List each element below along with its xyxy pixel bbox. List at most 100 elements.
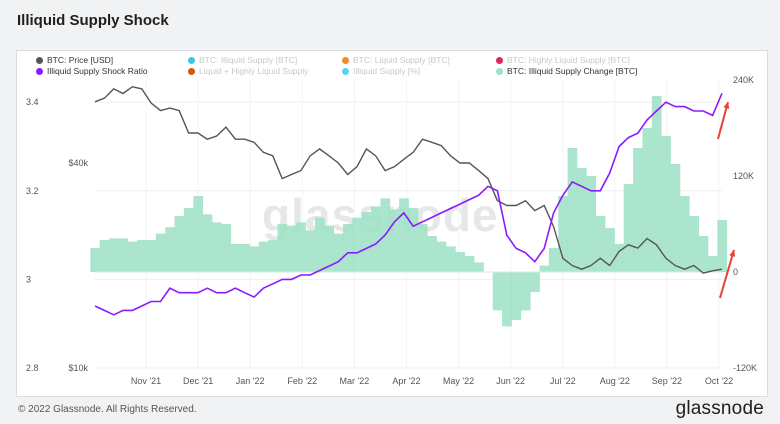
legend-item-supply-change[interactable]: BTC: Illiquid Supply Change [BTC] [496, 66, 637, 76]
legend-item-illiquid-pct[interactable]: Illiquid Supply [%] [342, 66, 420, 76]
legend-dot-supply-change [496, 67, 503, 75]
supply-change-bar [361, 212, 372, 272]
supply-change-bar [137, 240, 147, 272]
supply-change-bar [474, 262, 484, 272]
legend-dot-shock-ratio [36, 67, 43, 75]
x-axis-tick-label: Apr '22 [392, 376, 420, 386]
left-axis-tick-label: 2.8 [26, 363, 39, 373]
legend-label-illiquid-pct: Illiquid Supply [%] [353, 66, 421, 76]
supply-change-bar [614, 244, 625, 272]
x-axis-tick-label: Jul '22 [550, 376, 576, 386]
supply-change-bar [586, 176, 597, 272]
supply-change-bar [202, 214, 213, 272]
x-axis-tick-label: Jan '22 [236, 376, 265, 386]
supply-change-bar [445, 246, 456, 272]
supply-change-bar [155, 233, 166, 272]
supply-change-bar [623, 184, 634, 272]
supply-change-bar [576, 168, 587, 272]
supply-change-bar [127, 241, 138, 272]
x-axis-tick-label: Mar '22 [339, 376, 369, 386]
supply-change-bar [249, 246, 260, 272]
supply-change-bar [417, 224, 428, 272]
right-axis-tick-label: 0 [733, 267, 738, 277]
legend-item-liquid-plus-highly[interactable]: Liquid + Highly Liquid Supply [188, 66, 308, 76]
legend-dot-liquid-plus-highly [188, 67, 195, 75]
supply-change-bar [324, 225, 335, 272]
supply-change-bar [342, 224, 353, 272]
supply-change-bar [633, 148, 643, 272]
left-axis-tick-label: 3.4 [26, 97, 39, 107]
supply-change-bar [511, 272, 522, 320]
x-axis-tick-label: Nov '21 [131, 376, 161, 386]
supply-change-bar [642, 128, 653, 272]
supply-change-bar [464, 256, 475, 272]
supply-change-bar [305, 230, 316, 272]
legend-item-price[interactable]: BTC: Price [USD] [36, 55, 113, 65]
shock-ratio-line [94, 92, 723, 316]
legend-item-highly-liquid-supply[interactable]: BTC: Highly Liquid Supply [BTC] [496, 55, 630, 65]
chart-lines [94, 85, 723, 316]
legend-label-supply-change: BTC: Illiquid Supply Change [BTC] [507, 66, 638, 76]
supply-change-bar [492, 272, 503, 311]
supply-change-bar [268, 240, 278, 272]
chart-axes: 3.4 3.2 3 2.8 $40k $10k 240K 120K 0 -120K Nov '21 D… [26, 75, 757, 386]
legend-dot-highly-liquid-supply [496, 56, 503, 64]
supply-change-bar [605, 228, 615, 272]
supply-change-bar [689, 216, 700, 272]
supply-change-bar [314, 217, 325, 272]
legend-item-liquid-supply[interactable]: BTC: Liquid Supply [BTC] [342, 55, 450, 65]
legend-label-liquid-plus-highly: Liquid + Highly Liquid Supply [199, 66, 309, 76]
supply-change-bar [118, 238, 129, 272]
supply-change-bar [558, 196, 568, 272]
supply-change-bar [455, 252, 466, 272]
supply-change-bar [539, 265, 550, 272]
supply-change-bar [183, 208, 194, 272]
chart-title: Illiquid Supply Shock [17, 12, 169, 29]
supply-change-bar [661, 136, 671, 272]
x-axis-tick-label: Feb '22 [287, 376, 317, 386]
supply-change-bar [698, 236, 709, 272]
supply-change-bar [165, 227, 175, 272]
supply-change-bar [707, 256, 718, 272]
supply-change-bar [221, 224, 232, 272]
arrow-bottom-head [729, 250, 736, 257]
x-axis-tick-label: Dec '21 [183, 376, 213, 386]
price-axis-tick-label: $10k [68, 363, 88, 373]
left-axis-tick-label: 3.2 [26, 186, 39, 196]
right-axis-tick-label: 120K [733, 171, 754, 181]
right-axis-tick-label: 240K [733, 75, 754, 85]
chart-annotations [717, 101, 736, 299]
supply-change-bar [99, 240, 110, 272]
supply-change-bar [90, 248, 101, 272]
x-axis-tick-label: Jun '22 [496, 376, 525, 386]
supply-change-bar [333, 233, 344, 272]
arrow-bottom-shaft [719, 249, 735, 299]
supply-change-bar [520, 272, 531, 311]
x-axis-tick-label: Oct '22 [705, 376, 733, 386]
supply-change-bar [211, 222, 222, 272]
price-axis-tick-label: $40k [68, 158, 88, 168]
legend-item-shock-ratio[interactable]: Illiquid Supply Shock Ratio [36, 66, 148, 76]
supply-change-bar [352, 217, 363, 272]
supply-change-area [90, 96, 728, 327]
copyright-footer: © 2022 Glassnode. All Rights Reserved. [18, 404, 197, 415]
legend-dot-illiquid-supply [188, 56, 195, 64]
legend-label-shock-ratio: Illiquid Supply Shock Ratio [47, 66, 148, 76]
legend-label-highly-liquid-supply: BTC: Highly Liquid Supply [BTC] [507, 55, 630, 65]
legend-label-illiquid-supply: BTC: Illiquid Supply [BTC] [199, 55, 298, 65]
supply-change-bar [146, 240, 157, 272]
legend-item-illiquid-supply[interactable]: BTC: Illiquid Supply [BTC] [188, 55, 297, 65]
x-axis-tick-label: Sep '22 [652, 376, 682, 386]
supply-change-bar [389, 209, 400, 272]
brand-logo: glassnode [675, 398, 764, 419]
right-axis-tick-label: -120K [733, 363, 757, 373]
supply-change-bar [567, 148, 578, 272]
supply-change-bar [502, 272, 512, 327]
supply-change-bar [399, 198, 409, 272]
left-axis-tick-label: 3 [26, 274, 31, 284]
arrow-top-head [723, 102, 730, 109]
supply-change-bar [240, 244, 250, 272]
legend-label-liquid-supply: BTC: Liquid Supply [BTC] [353, 55, 450, 65]
supply-change-bar [670, 164, 681, 272]
